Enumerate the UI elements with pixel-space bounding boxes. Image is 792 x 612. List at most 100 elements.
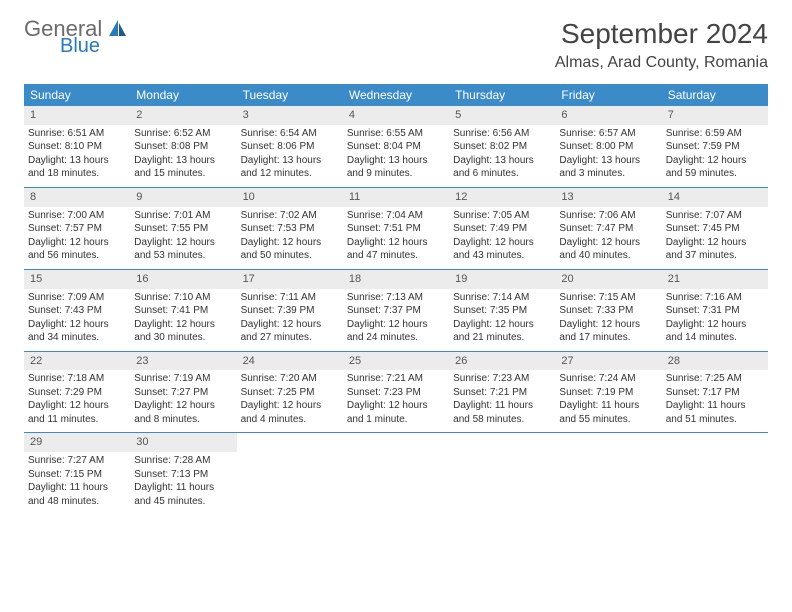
- sunrise-line: Sunrise: 7:13 AM: [347, 291, 445, 305]
- daylight-line: Daylight: 12 hours and 53 minutes.: [134, 236, 232, 263]
- sunset-line: Sunset: 8:02 PM: [453, 140, 551, 154]
- sunset-line: Sunset: 7:35 PM: [453, 304, 551, 318]
- day-cell: 22Sunrise: 7:18 AMSunset: 7:29 PMDayligh…: [24, 352, 130, 433]
- sunset-line: Sunset: 7:43 PM: [28, 304, 126, 318]
- day-cell: 15Sunrise: 7:09 AMSunset: 7:43 PMDayligh…: [24, 270, 130, 351]
- day-number: 15: [24, 270, 130, 289]
- daylight-line: Daylight: 13 hours and 12 minutes.: [241, 154, 339, 181]
- empty-cell: [343, 433, 449, 514]
- day-number: 20: [555, 270, 661, 289]
- daylight-line: Daylight: 12 hours and 30 minutes.: [134, 318, 232, 345]
- day-header: Thursday: [449, 84, 555, 106]
- day-cell: 9Sunrise: 7:01 AMSunset: 7:55 PMDaylight…: [130, 188, 236, 269]
- day-cell: 17Sunrise: 7:11 AMSunset: 7:39 PMDayligh…: [237, 270, 343, 351]
- sunset-line: Sunset: 7:39 PM: [241, 304, 339, 318]
- day-cell: 14Sunrise: 7:07 AMSunset: 7:45 PMDayligh…: [662, 188, 768, 269]
- sunset-line: Sunset: 7:13 PM: [134, 468, 232, 482]
- day-number: 2: [130, 106, 236, 125]
- sunrise-line: Sunrise: 7:23 AM: [453, 372, 551, 386]
- day-cell: 4Sunrise: 6:55 AMSunset: 8:04 PMDaylight…: [343, 106, 449, 187]
- day-number: 19: [449, 270, 555, 289]
- sunrise-line: Sunrise: 7:02 AM: [241, 209, 339, 223]
- day-cell: 16Sunrise: 7:10 AMSunset: 7:41 PMDayligh…: [130, 270, 236, 351]
- day-cell: 20Sunrise: 7:15 AMSunset: 7:33 PMDayligh…: [555, 270, 661, 351]
- title-block: September 2024 Almas, Arad County, Roman…: [555, 18, 768, 72]
- day-cell: 7Sunrise: 6:59 AMSunset: 7:59 PMDaylight…: [662, 106, 768, 187]
- day-header: Wednesday: [343, 84, 449, 106]
- daylight-line: Daylight: 11 hours and 51 minutes.: [666, 399, 764, 426]
- day-cell: 13Sunrise: 7:06 AMSunset: 7:47 PMDayligh…: [555, 188, 661, 269]
- daylight-line: Daylight: 11 hours and 58 minutes.: [453, 399, 551, 426]
- sunrise-line: Sunrise: 7:11 AM: [241, 291, 339, 305]
- sunrise-line: Sunrise: 6:57 AM: [559, 127, 657, 141]
- day-cell: 10Sunrise: 7:02 AMSunset: 7:53 PMDayligh…: [237, 188, 343, 269]
- day-cell: 1Sunrise: 6:51 AMSunset: 8:10 PMDaylight…: [24, 106, 130, 187]
- sunset-line: Sunset: 7:57 PM: [28, 222, 126, 236]
- day-cell: 2Sunrise: 6:52 AMSunset: 8:08 PMDaylight…: [130, 106, 236, 187]
- day-cell: 6Sunrise: 6:57 AMSunset: 8:00 PMDaylight…: [555, 106, 661, 187]
- daylight-line: Daylight: 12 hours and 21 minutes.: [453, 318, 551, 345]
- day-number: 5: [449, 106, 555, 125]
- day-cell: 23Sunrise: 7:19 AMSunset: 7:27 PMDayligh…: [130, 352, 236, 433]
- sunrise-line: Sunrise: 6:59 AM: [666, 127, 764, 141]
- day-cell: 26Sunrise: 7:23 AMSunset: 7:21 PMDayligh…: [449, 352, 555, 433]
- daylight-line: Daylight: 13 hours and 6 minutes.: [453, 154, 551, 181]
- day-number: 10: [237, 188, 343, 207]
- day-number: 12: [449, 188, 555, 207]
- day-number: 30: [130, 433, 236, 452]
- sunset-line: Sunset: 8:04 PM: [347, 140, 445, 154]
- sunrise-line: Sunrise: 7:07 AM: [666, 209, 764, 223]
- day-number: 18: [343, 270, 449, 289]
- daylight-line: Daylight: 11 hours and 55 minutes.: [559, 399, 657, 426]
- sunrise-line: Sunrise: 7:27 AM: [28, 454, 126, 468]
- daylight-line: Daylight: 11 hours and 45 minutes.: [134, 481, 232, 508]
- day-number: 4: [343, 106, 449, 125]
- sunrise-line: Sunrise: 6:55 AM: [347, 127, 445, 141]
- sunset-line: Sunset: 7:15 PM: [28, 468, 126, 482]
- sunset-line: Sunset: 8:08 PM: [134, 140, 232, 154]
- daylight-line: Daylight: 12 hours and 56 minutes.: [28, 236, 126, 263]
- sunrise-line: Sunrise: 7:18 AM: [28, 372, 126, 386]
- day-cell: 24Sunrise: 7:20 AMSunset: 7:25 PMDayligh…: [237, 352, 343, 433]
- day-number: 23: [130, 352, 236, 371]
- sunset-line: Sunset: 7:23 PM: [347, 386, 445, 400]
- sunset-line: Sunset: 7:31 PM: [666, 304, 764, 318]
- day-number: 29: [24, 433, 130, 452]
- sunrise-line: Sunrise: 6:51 AM: [28, 127, 126, 141]
- day-number: 3: [237, 106, 343, 125]
- day-cell: 18Sunrise: 7:13 AMSunset: 7:37 PMDayligh…: [343, 270, 449, 351]
- sunset-line: Sunset: 7:49 PM: [453, 222, 551, 236]
- sunset-line: Sunset: 7:55 PM: [134, 222, 232, 236]
- day-number: 21: [662, 270, 768, 289]
- day-cell: 5Sunrise: 6:56 AMSunset: 8:02 PMDaylight…: [449, 106, 555, 187]
- week-row: 22Sunrise: 7:18 AMSunset: 7:29 PM Dayligh…: [24, 352, 768, 434]
- week-row: 1Sunrise: 6:51 AMSunset: 8:10 PMDaylight…: [24, 106, 768, 188]
- day-number: 9: [130, 188, 236, 207]
- day-number: 22: [24, 352, 130, 371]
- day-cell: 28Sunrise: 7:25 AMSunset: 7:17 PMDayligh…: [662, 352, 768, 433]
- daylight-line: Daylight: 13 hours and 3 minutes.: [559, 154, 657, 181]
- sunset-line: Sunset: 7:45 PM: [666, 222, 764, 236]
- daylight-line: Daylight: 12 hours and 59 minutes.: [666, 154, 764, 181]
- empty-cell: [237, 433, 343, 514]
- sunset-line: Sunset: 7:29 PM: [28, 386, 126, 400]
- day-cell: 27Sunrise: 7:24 AMSunset: 7:19 PMDayligh…: [555, 352, 661, 433]
- sunrise-line: Sunrise: 7:06 AM: [559, 209, 657, 223]
- sunrise-line: Sunrise: 6:54 AM: [241, 127, 339, 141]
- day-number: 25: [343, 352, 449, 371]
- empty-cell: [662, 433, 768, 514]
- day-cell: 3Sunrise: 6:54 AMSunset: 8:06 PMDaylight…: [237, 106, 343, 187]
- day-header: Friday: [555, 84, 661, 106]
- day-number: 27: [555, 352, 661, 371]
- daylight-line: Daylight: 12 hours and 27 minutes.: [241, 318, 339, 345]
- daylight-line: Daylight: 12 hours and 8 minutes.: [134, 399, 232, 426]
- sunrise-line: Sunrise: 7:25 AM: [666, 372, 764, 386]
- daylight-line: Daylight: 12 hours and 1 minute.: [347, 399, 445, 426]
- day-number: 14: [662, 188, 768, 207]
- daylight-line: Daylight: 12 hours and 47 minutes.: [347, 236, 445, 263]
- header: General Blue September 2024 Almas, Arad …: [24, 18, 768, 72]
- sunrise-line: Sunrise: 7:09 AM: [28, 291, 126, 305]
- day-cell: 29Sunrise: 7:27 AMSunset: 7:15 PMDayligh…: [24, 433, 130, 514]
- daylight-line: Daylight: 12 hours and 50 minutes.: [241, 236, 339, 263]
- sunrise-line: Sunrise: 7:14 AM: [453, 291, 551, 305]
